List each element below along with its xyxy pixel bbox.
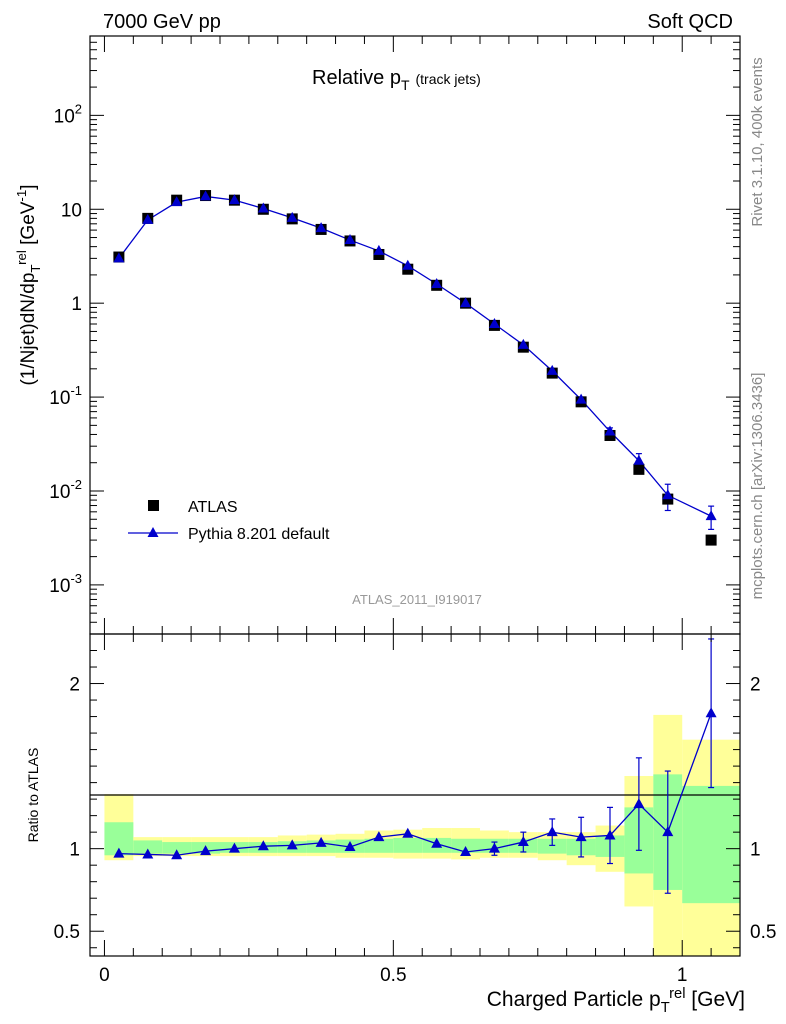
pythia-data-point — [257, 202, 269, 213]
analysis-watermark: ATLAS_2011_I919017 — [352, 592, 482, 607]
pythia-data-point — [633, 454, 645, 465]
pythia-series-line — [118, 195, 712, 517]
ratio-y-tick-label: 2 — [69, 675, 80, 696]
ratio-data-point — [488, 842, 500, 853]
ratio-data-point — [517, 836, 529, 847]
main-y-tick-label: 10 — [61, 200, 82, 221]
ratio-band-inner — [364, 838, 394, 853]
main-frame — [89, 35, 741, 635]
ratio-band-inner — [537, 838, 567, 854]
legend-item-pythia: Pythia 8.201 default — [128, 526, 330, 543]
header-right: Soft QCD — [647, 11, 733, 33]
ratio-data-point — [286, 839, 298, 850]
ratio-y-tick-label: 0.5 — [54, 922, 80, 943]
pythia-data-point — [142, 213, 154, 224]
main-y-axis: 10-3 10-2 10-1 1 10 102 — [49, 35, 740, 635]
pythia-data-point — [662, 489, 674, 500]
pythia-data-point — [200, 190, 212, 201]
main-x-ticks — [103, 36, 741, 634]
legend-marker-pythia — [147, 527, 159, 537]
ratio-data-point — [315, 836, 327, 847]
x-axis-label: Charged Particle pTrel [GeV] — [487, 986, 745, 1016]
ratio-data-point — [344, 841, 356, 852]
pythia-data-point — [171, 196, 183, 207]
pythia-data-point — [575, 393, 587, 404]
ratio-data-point — [373, 831, 385, 842]
ratio-y-tick-label-right: 2 — [750, 675, 761, 696]
ratio-data-point — [431, 837, 443, 848]
pythia-data-point — [315, 222, 327, 233]
main-y-tick-label: 10-2 — [49, 477, 82, 503]
legend-item-atlas: ATLAS — [148, 499, 238, 516]
x-tick-label: 0 — [99, 965, 110, 986]
header-left: 7000 GeV pp — [103, 11, 221, 33]
atlas-data-point — [705, 534, 717, 546]
ratio-data-point — [662, 826, 674, 837]
ratio-data-point — [113, 847, 125, 858]
main-y-tick-label: 10-1 — [49, 383, 82, 409]
legend-label-atlas: ATLAS — [188, 499, 238, 516]
pythia-data-point — [228, 194, 240, 205]
ratio-x-axis: 0 0.5 1 — [99, 634, 741, 986]
ratio-y-axis-label: Ratio to ATLAS — [25, 748, 41, 843]
atlas-data-point — [633, 463, 645, 475]
ratio-band-inner — [162, 842, 192, 854]
ratio-y-axis: 0.5 0.5 1 1 2 2 — [54, 650, 776, 949]
ratio-plot-area — [113, 638, 717, 894]
main-plot-area — [113, 190, 717, 546]
pythia-data-point — [373, 244, 385, 255]
pythia-data-point — [431, 278, 443, 289]
main-y-tick-label: 1 — [71, 294, 82, 315]
ratio-data-point — [402, 827, 414, 838]
legend-label-pythia: Pythia 8.201 default — [188, 526, 330, 543]
ratio-y-tick-label-right: 1 — [750, 840, 761, 861]
ratio-data-point — [460, 845, 472, 856]
mcplots-label: mcplots.cern.ch [arXiv:1306.3436] — [749, 373, 766, 600]
ratio-band-inner — [133, 840, 163, 854]
pythia-data-point — [113, 252, 125, 263]
x-tick-label: 0.5 — [380, 965, 406, 986]
ratio-uncertainty-bands — [104, 714, 740, 956]
pythia-data-point — [460, 297, 472, 308]
main-y-tick-label: 10-3 — [49, 571, 82, 597]
rivet-version-label: Rivet 3.1.10, 400k events — [749, 57, 766, 226]
ratio-data-point — [705, 707, 717, 718]
ratio-data-point — [257, 840, 269, 851]
ratio-band-inner — [393, 837, 423, 853]
x-tick-label: 1 — [677, 965, 688, 986]
ratio-data-point — [604, 829, 616, 840]
legend-marker-atlas — [148, 500, 159, 511]
ratio-data-point — [171, 849, 183, 860]
pythia-data-point — [604, 425, 616, 436]
ratio-data-point — [228, 842, 240, 853]
ratio-data-point — [633, 798, 645, 809]
pythia-data-point — [517, 338, 529, 349]
main-y-tick-label: 102 — [54, 101, 82, 127]
main-panel: 10-3 10-2 10-1 1 10 102 Relative pT (track jet… — [14, 35, 741, 635]
ratio-data-point — [575, 831, 587, 842]
pythia-data-point — [344, 234, 356, 245]
ratio-band-inner — [682, 785, 740, 904]
pythia-data-point — [546, 364, 558, 375]
ratio-y-tick-label: 1 — [69, 840, 80, 861]
pythia-data-point — [286, 211, 298, 222]
main-y-axis-label: (1/Njet)dN/dpTrel [GeV-1] — [14, 184, 43, 385]
ratio-y-tick-label-right: 0.5 — [750, 922, 776, 943]
chart-title: Relative pT (track jets) — [312, 67, 481, 93]
pythia-data-point — [488, 318, 500, 329]
legend: ATLAS Pythia 8.201 default — [128, 499, 330, 543]
ratio-data-point — [546, 826, 558, 837]
ratio-data-point — [142, 848, 154, 859]
ratio-frame — [89, 633, 741, 957]
pythia-data-point — [402, 259, 414, 270]
ratio-data-point — [200, 845, 212, 856]
ratio-panel: 0.5 0.51 12 2 0 0.5 1 Ratio to ATLAS Charged … — [25, 633, 776, 1016]
pythia-data-point — [705, 510, 717, 521]
